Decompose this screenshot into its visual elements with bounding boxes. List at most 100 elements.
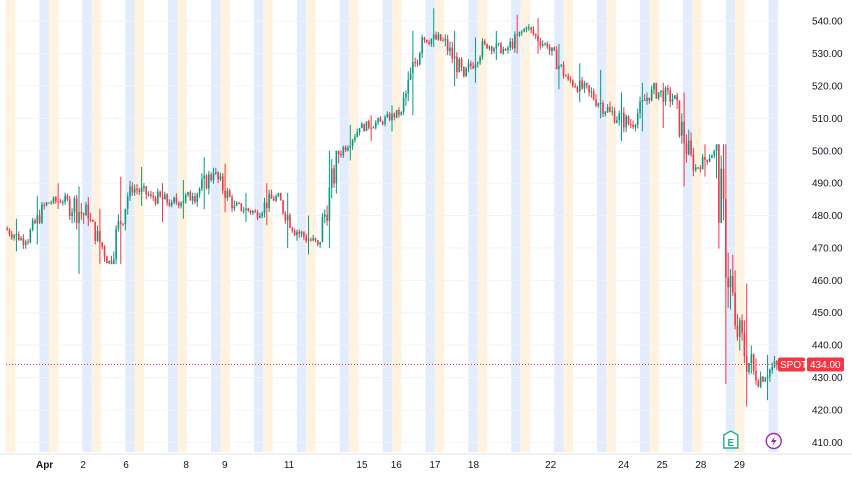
candle-body <box>272 198 275 201</box>
candle-body <box>425 39 428 43</box>
candle-body <box>150 194 152 197</box>
candle-body <box>755 370 757 381</box>
candle-body <box>625 116 627 128</box>
candle-body <box>275 196 277 201</box>
candle-body <box>124 208 127 224</box>
candle-body <box>115 228 117 260</box>
candle-body <box>305 236 308 241</box>
time-axis[interactable]: Apr 2 6 8 9 11 15 16 17 18 22 24 25 28 29 <box>0 453 852 471</box>
after-hours-band <box>468 0 478 452</box>
candle-body <box>400 111 403 115</box>
price-axis[interactable]: 410.00 420.00 430.00 440.00 450.00 460.00 470.… <box>812 17 843 449</box>
candle-body <box>578 80 581 92</box>
candle-body <box>669 90 672 102</box>
x-tick-label: 24 <box>618 460 630 471</box>
candle-body <box>613 111 616 123</box>
candle-body <box>38 215 41 223</box>
after-hours-band <box>682 0 693 452</box>
candle-body <box>384 117 386 124</box>
candle-body <box>231 196 233 209</box>
candle-body <box>145 186 148 195</box>
candle-body <box>451 47 454 59</box>
candle-body <box>680 121 683 136</box>
candle-body <box>636 113 639 126</box>
candle-body <box>330 168 333 188</box>
candle-body <box>474 64 477 69</box>
candle-body <box>562 64 565 76</box>
candle-body <box>674 95 676 99</box>
candle-body <box>701 156 704 170</box>
event-markers[interactable]: E <box>723 430 782 450</box>
pre-market-band <box>649 0 659 452</box>
price-tags: SPOT 434.00 <box>778 357 844 372</box>
after-hours-band <box>39 0 49 452</box>
candle-body <box>414 62 416 64</box>
candle-body <box>432 34 435 39</box>
candle-body <box>704 156 706 160</box>
candle-body <box>300 232 303 234</box>
candle-body <box>80 211 83 214</box>
candle-body <box>483 41 486 44</box>
candle-body <box>152 196 155 198</box>
earnings-marker-label: E <box>727 438 734 449</box>
candle-body <box>242 210 245 212</box>
candle-body <box>108 260 110 264</box>
x-tick-label: 8 <box>183 460 189 471</box>
candle-body <box>321 216 324 242</box>
candle-body <box>776 361 778 365</box>
candle-body <box>191 196 194 201</box>
candle-body <box>460 59 463 67</box>
candle-body <box>534 34 537 36</box>
candle-body <box>170 202 173 206</box>
candle-body <box>576 87 579 92</box>
candle-body <box>256 212 259 218</box>
candle-body <box>521 31 523 33</box>
candle-body <box>71 212 73 217</box>
candle-body <box>560 64 563 66</box>
candle-body <box>219 176 222 180</box>
candle-body <box>541 43 544 46</box>
y-tick-label: 520.00 <box>812 81 843 92</box>
candle-body <box>122 223 124 225</box>
candle-body <box>106 256 108 264</box>
candle-body <box>734 292 736 326</box>
earnings-e-icon[interactable]: E <box>723 430 739 449</box>
candle-body <box>567 76 570 80</box>
y-tick-label: 470.00 <box>812 243 843 254</box>
candle-body <box>342 147 345 156</box>
candle-body <box>201 179 203 189</box>
candle-body <box>446 39 449 52</box>
candle-body <box>203 175 206 180</box>
candle-body <box>769 369 771 377</box>
candle-body <box>284 212 287 221</box>
candle-body <box>583 82 586 89</box>
candle-body <box>20 237 22 241</box>
candle-body <box>196 193 199 203</box>
candle-body <box>279 192 282 201</box>
candle-body <box>187 192 189 195</box>
candle-body <box>537 35 539 42</box>
candle-body <box>632 124 634 128</box>
pre-market-band <box>6 0 16 452</box>
candle-body <box>22 237 25 246</box>
candle-body <box>103 247 106 257</box>
x-tick-label: 18 <box>468 460 480 471</box>
candle-body <box>629 124 632 126</box>
candle-body <box>604 111 607 114</box>
after-hours-band <box>296 0 307 452</box>
candle-body <box>611 111 614 113</box>
candle-body <box>514 34 516 49</box>
candle-body <box>546 43 549 48</box>
candle-body <box>198 188 201 194</box>
candle-body <box>643 99 646 101</box>
lightning-icon[interactable] <box>765 432 782 450</box>
candle-body <box>648 97 651 101</box>
candle-body <box>52 197 55 203</box>
candle-body <box>168 202 171 206</box>
candle-body <box>335 150 338 184</box>
pre-market-band <box>263 0 273 452</box>
candle-body <box>402 97 405 112</box>
candle-body <box>314 238 317 241</box>
x-tick-label: 11 <box>284 460 295 471</box>
